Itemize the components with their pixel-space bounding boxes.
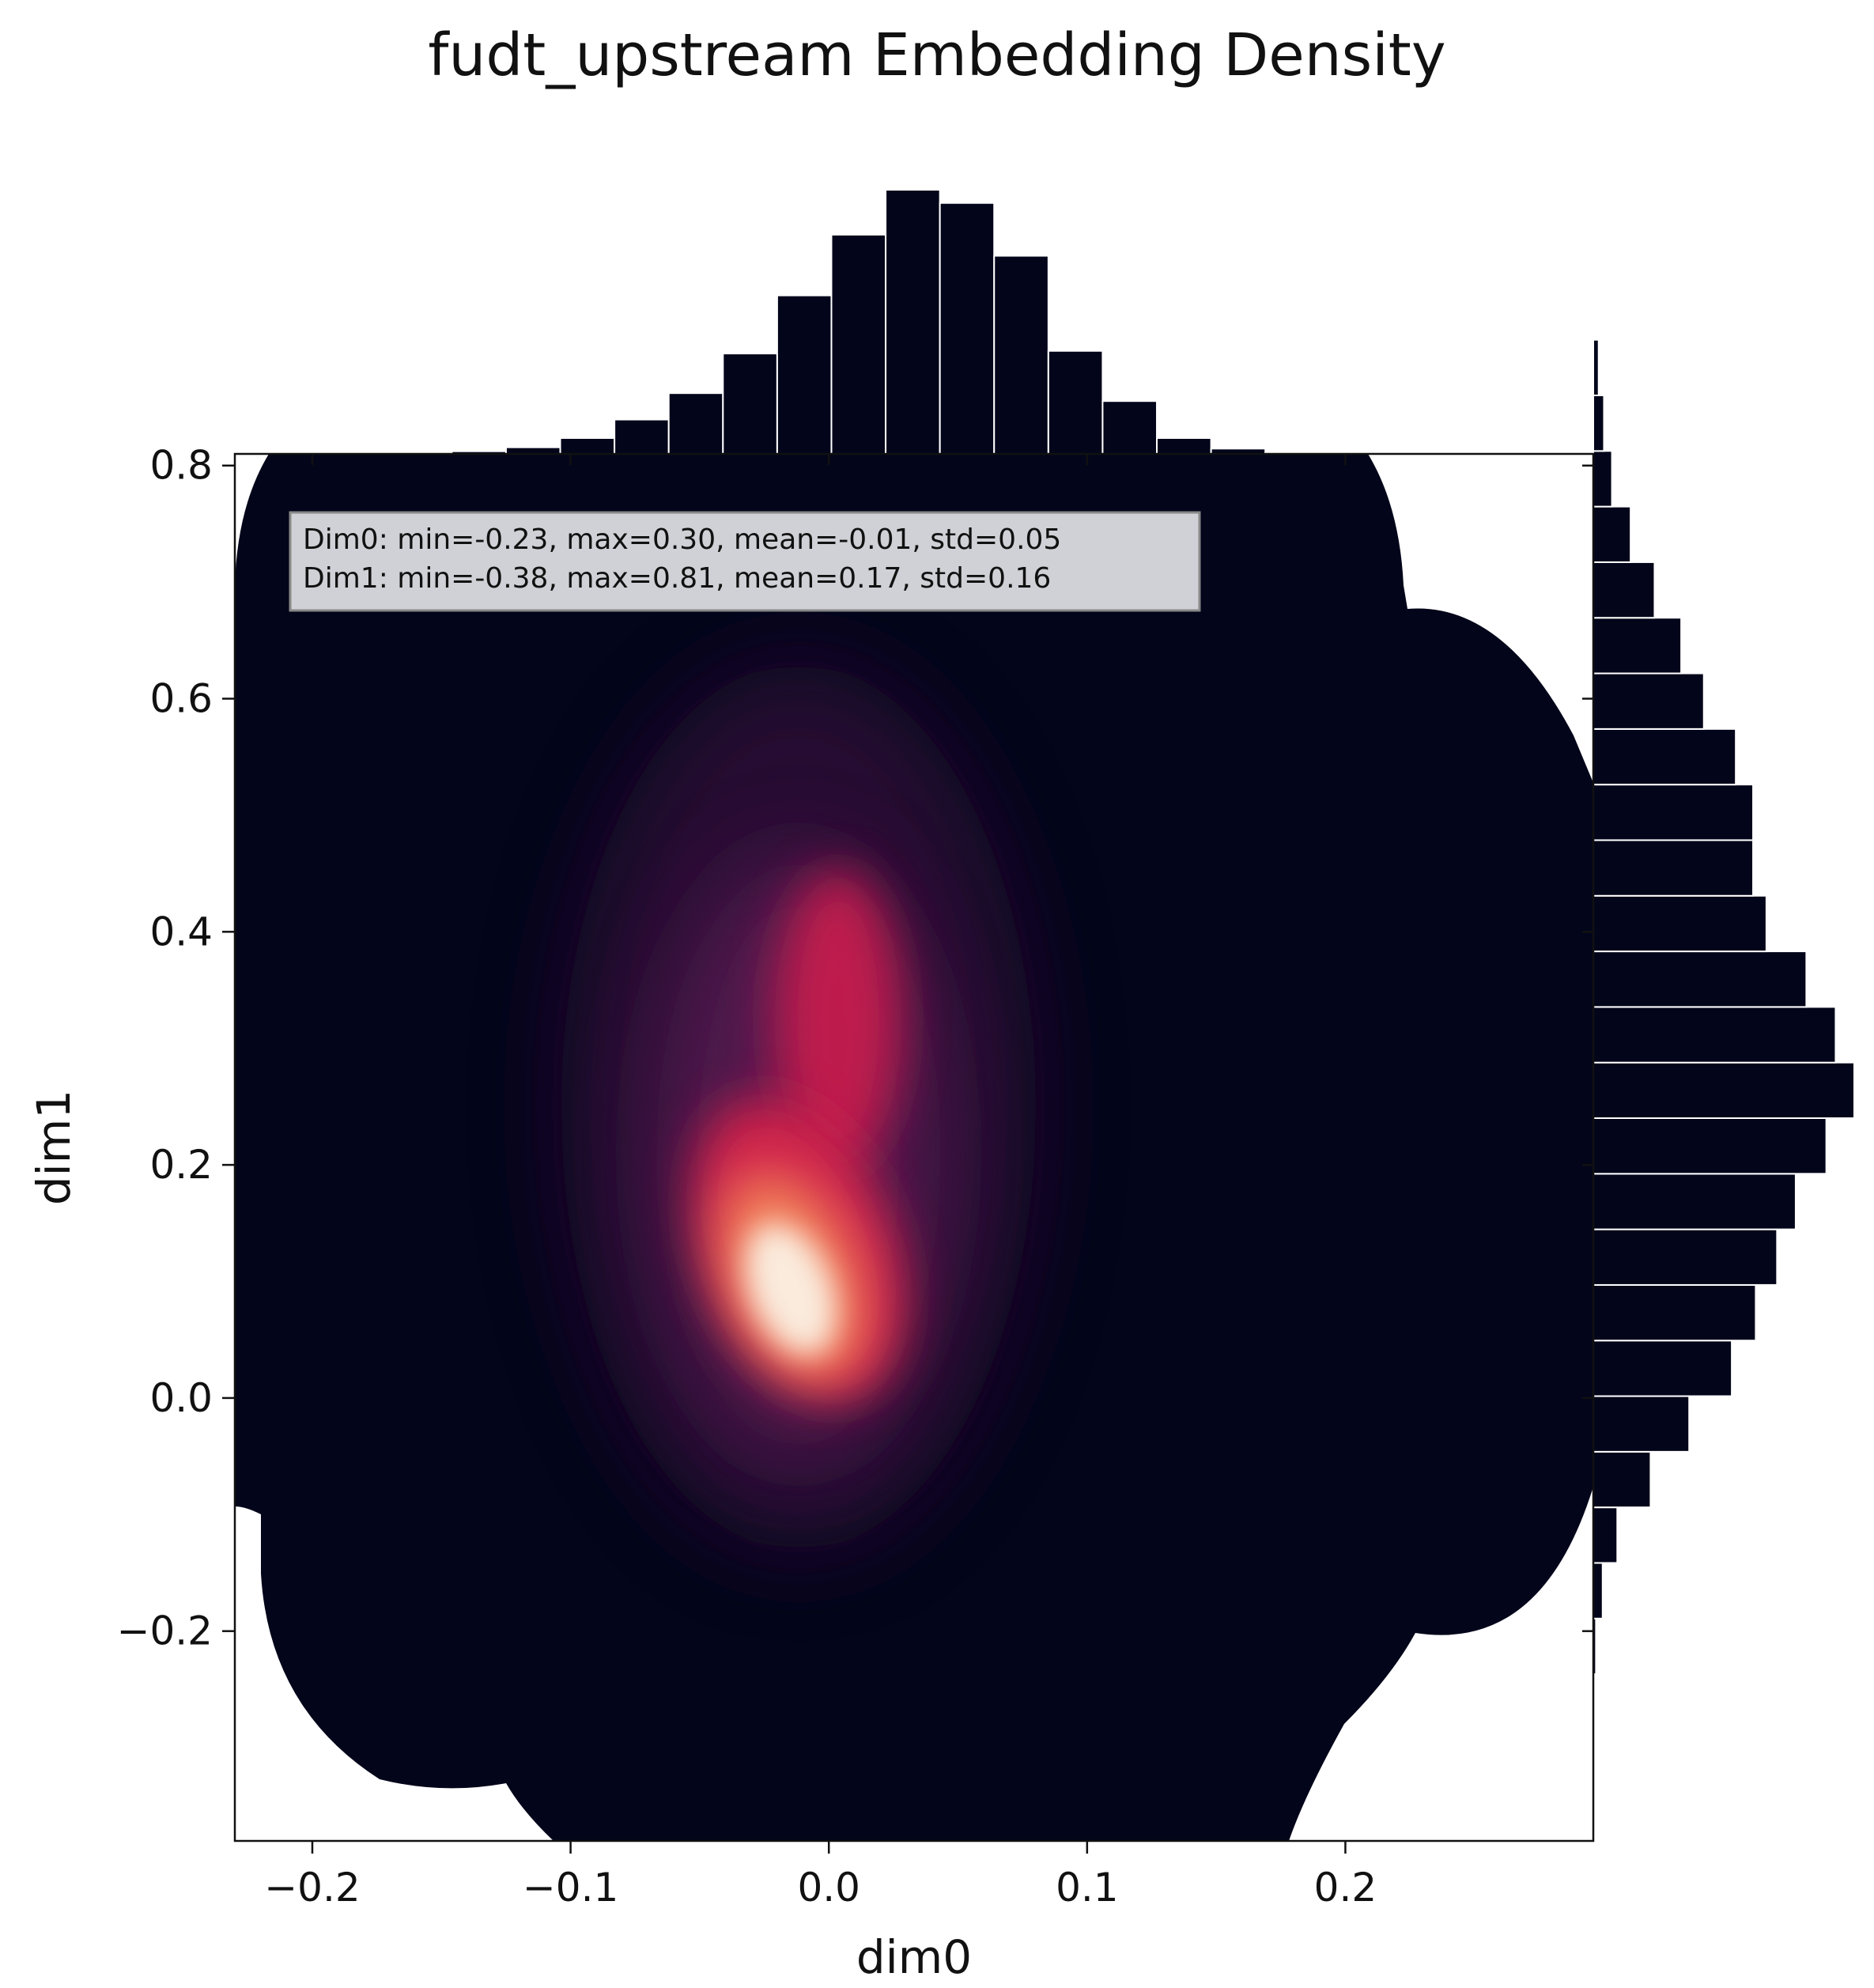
histogram-bar-dim0 — [993, 255, 1049, 455]
histogram-bar-dim0 — [830, 233, 887, 455]
stats-box-bg — [289, 511, 1201, 612]
y-axis-title: dim1 — [27, 1090, 81, 1205]
histogram-bar-dim1 — [1593, 1395, 1691, 1453]
chart-title: fudt_upstream Embedding Density — [428, 21, 1445, 89]
histogram-bar-dim0 — [1047, 350, 1104, 455]
x-tick-label: 0.0 — [797, 1865, 860, 1911]
stats-box: Dim0: min=-0.23, max=0.30, mean=-0.01, s… — [289, 511, 1201, 612]
density-plot-area — [235, 454, 1593, 1841]
histogram-bar-dim1 — [1593, 728, 1737, 786]
histogram-bar-dim1 — [1593, 450, 1613, 508]
histogram-bar-dim1 — [1593, 617, 1683, 675]
y-tick-label: 0.6 — [149, 676, 213, 722]
histogram-bar-dim1 — [1593, 894, 1767, 953]
y-tick-label: −0.2 — [117, 1608, 213, 1654]
histogram-bar-dim1 — [1593, 839, 1755, 897]
histogram-bar-dim0 — [667, 392, 724, 455]
histogram-bar-dim1 — [1593, 1506, 1619, 1564]
histogram-bar-dim1 — [1593, 1228, 1778, 1286]
histogram-bar-dim1 — [1593, 1061, 1855, 1120]
y-tick-label: 0.8 — [149, 443, 213, 489]
histogram-bar-dim0 — [614, 418, 670, 455]
histogram-bar-dim1 — [1593, 338, 1600, 397]
histogram-bar-dim1 — [1593, 561, 1656, 619]
histogram-bar-dim1 — [1593, 505, 1632, 563]
histogram-bar-dim0 — [885, 189, 941, 455]
histogram-bar-dim0 — [776, 294, 833, 455]
x-tick-label: 0.1 — [1056, 1865, 1119, 1911]
kde-glow-core-peak — [744, 1223, 837, 1355]
stats-line-dim0: Dim0: min=-0.23, max=0.30, mean=-0.01, s… — [303, 523, 1061, 556]
x-tick-label: −0.1 — [523, 1865, 618, 1911]
marginal-histogram-dim0 — [396, 189, 1320, 455]
plot-frame — [233, 452, 1595, 1842]
y-tick-label: 0.0 — [149, 1375, 213, 1421]
y-tick-label: 0.4 — [149, 909, 213, 954]
histogram-bar-dim1 — [1593, 784, 1755, 841]
histogram-bar-dim1 — [1593, 951, 1808, 1008]
histogram-bar-dim1 — [1593, 1173, 1797, 1230]
histogram-bar-dim1 — [1593, 1450, 1652, 1509]
histogram-bar-dim1 — [1593, 1117, 1827, 1175]
histogram-bar-dim1 — [1593, 1340, 1733, 1397]
x-tick-label: 0.2 — [1314, 1865, 1377, 1911]
histogram-bar-dim0 — [504, 446, 561, 455]
x-axis-title: dim0 — [856, 1930, 972, 1984]
x-axis: −0.2 −0.1 0.0 0.1 0.2 — [264, 454, 1377, 1911]
histogram-bar-dim1 — [1593, 1006, 1837, 1064]
stats-line-dim1: Dim1: min=-0.38, max=0.81, mean=0.17, st… — [303, 562, 1051, 595]
histogram-bar-dim0 — [722, 353, 778, 455]
histogram-bar-dim1 — [1593, 395, 1605, 452]
histogram-bar-dim0 — [1101, 400, 1158, 455]
y-tick-label: 0.2 — [149, 1142, 213, 1188]
histogram-bar-dim1 — [1593, 672, 1705, 730]
marginal-histogram-dim1 — [1593, 338, 1855, 1676]
histogram-bar-dim0 — [939, 202, 996, 455]
histogram-bar-dim0 — [559, 437, 616, 455]
x-tick-label: −0.2 — [264, 1865, 360, 1911]
histogram-bar-dim0 — [1156, 437, 1212, 455]
histogram-bar-dim1 — [1593, 1562, 1604, 1620]
histogram-bar-dim1 — [1593, 1283, 1757, 1342]
kde-glow-upper-lobe — [775, 870, 901, 1170]
y-axis: −0.2 0.0 0.2 0.4 0.6 0.8 — [117, 443, 1593, 1654]
